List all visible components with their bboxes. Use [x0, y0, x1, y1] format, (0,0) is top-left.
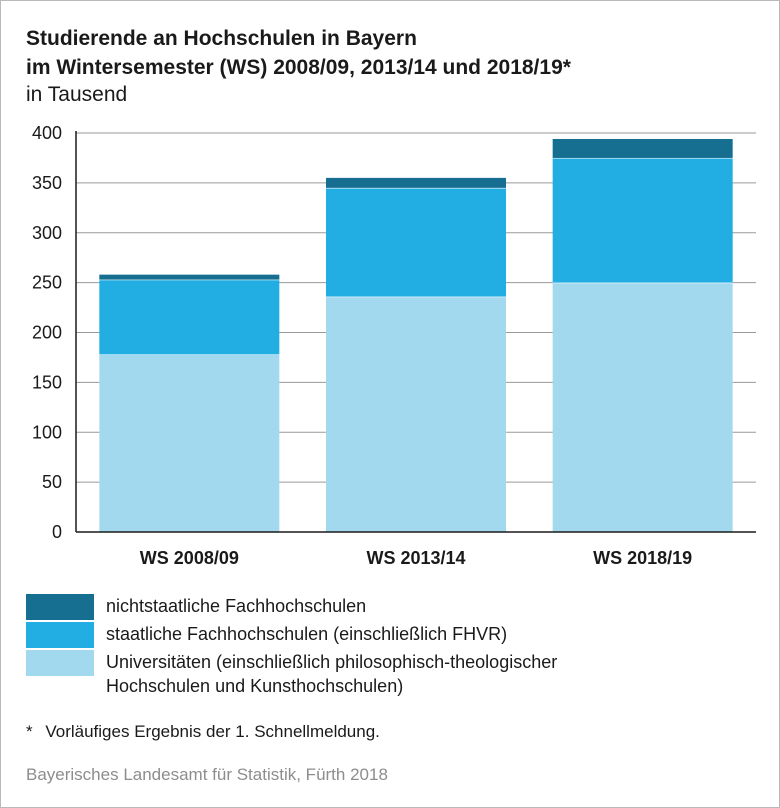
bar-segment-1-2	[99, 279, 280, 355]
bar-segment-1-1	[99, 354, 280, 532]
footnote-text: Vorläufiges Ergebnis der 1. Schnellmeldu…	[45, 722, 380, 741]
legend-swatch-nichtstaatliche	[26, 594, 94, 620]
y-tick-label-300: 300	[32, 223, 62, 243]
bar-segment-3-2	[552, 157, 733, 283]
legend-label-universitaeten: Universitäten (einschließlich philosophi…	[106, 652, 558, 696]
y-tick-label-350: 350	[32, 173, 62, 193]
y-tick-label-0: 0	[52, 522, 62, 542]
bar-segment-3-1	[552, 282, 733, 532]
y-tick-label-100: 100	[32, 422, 62, 442]
footnote-marker: *	[26, 722, 33, 741]
legend-swatch-staatliche	[26, 622, 94, 648]
legend-label-nichtstaatliche: nichtstaatliche Fachhochschulen	[106, 596, 367, 616]
x-category-label-1: WS 2008/09	[140, 548, 239, 568]
stacked-bar-chart: 0 50 100 150 200 250 300 350 400 WS 2008/09 WS 201…	[32, 123, 756, 568]
bar-segment-3-3	[552, 138, 733, 158]
legend-swatch-universitaeten	[26, 650, 94, 676]
chart-subtitle: in Tausend	[26, 83, 128, 106]
footnote: * Vorläufiges Ergebnis der 1. Schnellmel…	[26, 722, 380, 742]
x-category-label-2: WS 2013/14	[366, 548, 465, 568]
y-tick-label-250: 250	[32, 273, 62, 293]
bar-segment-1-3	[99, 274, 280, 280]
source-note: Bayerisches Landesamt für Statistik, Für…	[26, 765, 388, 784]
y-tick-label-150: 150	[32, 372, 62, 392]
title-line-2: im Wintersemester (WS) 2008/09, 2013/14 …	[26, 56, 571, 79]
x-category-label-3: WS 2018/19	[593, 548, 692, 568]
title-line-1: Studierende an Hochschulen in Bayern	[26, 27, 417, 50]
bar-segment-2-2	[326, 187, 506, 297]
y-tick-label-400: 400	[32, 123, 62, 143]
legend-label-staatliche: staatliche Fachhochschulen (einschließli…	[106, 624, 508, 644]
chart-title: Studierende an Hochschulen in Bayern im …	[26, 24, 571, 82]
y-tick-label-50: 50	[42, 472, 62, 492]
bar-segment-2-3	[326, 177, 506, 188]
bar-segment-2-1	[326, 296, 506, 532]
y-tick-label-200: 200	[32, 323, 62, 343]
